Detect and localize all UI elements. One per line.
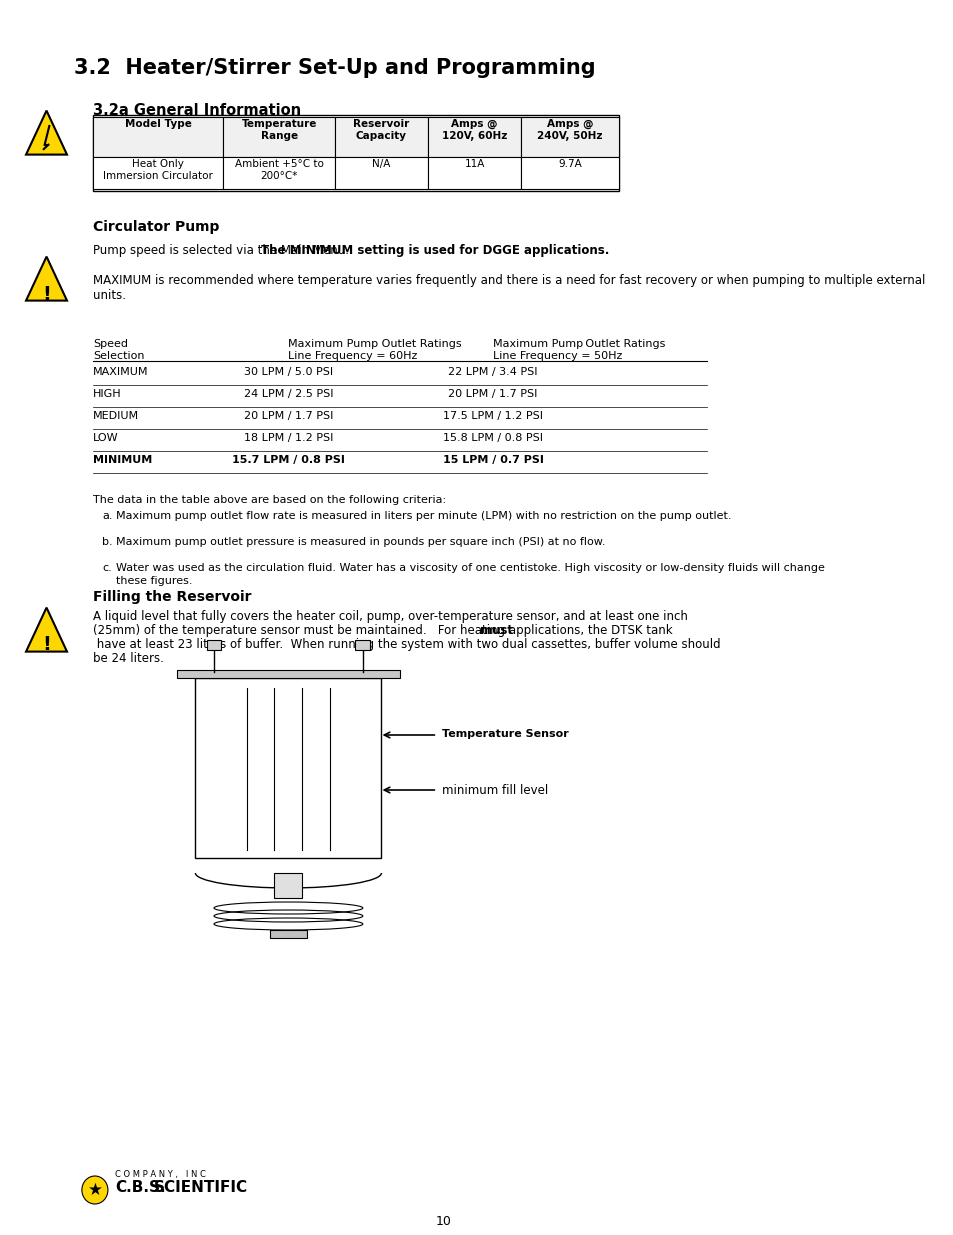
Text: 17.5 LPM / 1.2 PSI: 17.5 LPM / 1.2 PSI	[442, 411, 542, 421]
Text: MAXIMUM: MAXIMUM	[93, 367, 149, 377]
Text: Maximum pump outlet flow rate is measured in liters per minute (LPM) with no res: Maximum pump outlet flow rate is measure…	[116, 511, 731, 521]
Text: Temperature Sensor: Temperature Sensor	[441, 729, 568, 739]
Text: Model Type: Model Type	[125, 119, 192, 128]
Text: Amps @
120V, 60Hz: Amps @ 120V, 60Hz	[441, 119, 507, 141]
Text: Circulator Pump: Circulator Pump	[93, 220, 219, 233]
Text: must: must	[479, 624, 513, 637]
Bar	[520, 157, 618, 189]
Text: 20 LPM / 1.7 PSI: 20 LPM / 1.7 PSI	[448, 389, 537, 399]
Text: Filling the Reservoir: Filling the Reservoir	[93, 590, 252, 604]
Text: Maximum Pump Outlet Ratings: Maximum Pump Outlet Ratings	[288, 338, 461, 350]
Text: 24 LPM / 2.5 PSI: 24 LPM / 2.5 PSI	[243, 389, 333, 399]
Text: 10: 10	[436, 1215, 452, 1228]
Text: Pump speed is selected via the Main Menu.: Pump speed is selected via the Main Menu…	[93, 245, 353, 257]
Text: MINIMUM: MINIMUM	[93, 454, 152, 466]
Text: !: !	[42, 636, 51, 655]
Bar	[93, 157, 223, 189]
Text: 9.7A: 9.7A	[558, 159, 581, 169]
Text: Line Frequency = 50Hz: Line Frequency = 50Hz	[493, 351, 622, 361]
Text: 3.2a General Information: 3.2a General Information	[93, 103, 301, 119]
Text: be 24 liters.: be 24 liters.	[93, 652, 164, 664]
Polygon shape	[26, 111, 67, 154]
Bar	[355, 640, 370, 650]
Text: 3.2  Heater/Stirrer Set-Up and Programming: 3.2 Heater/Stirrer Set-Up and Programmin…	[74, 58, 596, 78]
Text: SCIENTIFIC: SCIENTIFIC	[153, 1181, 248, 1195]
Text: Reservoir
Capacity: Reservoir Capacity	[353, 119, 409, 141]
Polygon shape	[26, 257, 67, 300]
Bar	[428, 117, 520, 157]
Text: A liquid level that fully covers the heater coil, pump, over-temperature sensor,: A liquid level that fully covers the hea…	[93, 610, 687, 622]
Bar	[223, 117, 335, 157]
Text: 15.7 LPM / 0.8 PSI: 15.7 LPM / 0.8 PSI	[232, 454, 344, 466]
Bar	[270, 930, 307, 939]
Text: 11A: 11A	[464, 159, 484, 169]
Text: Maximum pump outlet pressure is measured in pounds per square inch (PSI) at no f: Maximum pump outlet pressure is measured…	[116, 537, 605, 547]
Polygon shape	[26, 608, 67, 652]
Text: (25mm) of the temperature sensor must be maintained.   For heating applications,: (25mm) of the temperature sensor must be…	[93, 624, 676, 637]
Bar	[176, 671, 399, 678]
Text: 15.8 LPM / 0.8 PSI: 15.8 LPM / 0.8 PSI	[442, 433, 542, 443]
Text: The MINIMUM setting is used for DGGE applications.: The MINIMUM setting is used for DGGE app…	[261, 245, 609, 257]
FancyBboxPatch shape	[93, 115, 618, 191]
Text: N/A: N/A	[372, 159, 390, 169]
Text: C.B.S.: C.B.S.	[115, 1181, 166, 1195]
Text: The data in the table above are based on the following criteria:: The data in the table above are based on…	[93, 495, 446, 505]
Text: 18 LPM / 1.2 PSI: 18 LPM / 1.2 PSI	[243, 433, 333, 443]
Text: these figures.: these figures.	[116, 576, 193, 585]
Bar	[93, 117, 223, 157]
Text: C O M P A N Y ,   I N C: C O M P A N Y , I N C	[115, 1171, 206, 1179]
Text: Amps @
240V, 50Hz: Amps @ 240V, 50Hz	[537, 119, 602, 141]
Text: 22 LPM / 3.4 PSI: 22 LPM / 3.4 PSI	[448, 367, 537, 377]
Text: Line Frequency = 60Hz: Line Frequency = 60Hz	[288, 351, 417, 361]
Bar	[274, 873, 302, 898]
Bar	[195, 678, 381, 858]
Text: Water was used as the circulation fluid. Water has a viscosity of one centistoke: Water was used as the circulation fluid.…	[116, 563, 824, 573]
Text: Temperature
Range: Temperature Range	[241, 119, 316, 141]
Text: b.: b.	[102, 537, 112, 547]
Text: !: !	[42, 284, 51, 304]
Text: MEDIUM: MEDIUM	[93, 411, 139, 421]
Text: 20 LPM / 1.7 PSI: 20 LPM / 1.7 PSI	[243, 411, 333, 421]
Text: a.: a.	[102, 511, 112, 521]
Text: Heat Only
Immersion Circulator: Heat Only Immersion Circulator	[103, 159, 213, 180]
Text: Maximum Pump Outlet Ratings: Maximum Pump Outlet Ratings	[493, 338, 665, 350]
Bar	[223, 157, 335, 189]
Bar	[207, 640, 221, 650]
Bar	[335, 117, 428, 157]
Text: 30 LPM / 5.0 PSI: 30 LPM / 5.0 PSI	[244, 367, 333, 377]
Circle shape	[82, 1176, 108, 1204]
Bar	[428, 157, 520, 189]
Text: ★: ★	[88, 1181, 102, 1199]
Bar	[520, 117, 618, 157]
Text: Selection: Selection	[93, 351, 145, 361]
Text: Ambient +5°C to
200°C*: Ambient +5°C to 200°C*	[234, 159, 323, 180]
Text: minimum fill level: minimum fill level	[441, 784, 548, 797]
Text: have at least 23 liters of buffer.  When running the system with two dual casset: have at least 23 liters of buffer. When …	[93, 638, 720, 651]
Text: HIGH: HIGH	[93, 389, 122, 399]
Text: MAXIMUM is recommended where temperature varies frequently and there is a need f: MAXIMUM is recommended where temperature…	[93, 274, 924, 303]
Text: Speed: Speed	[93, 338, 128, 350]
Text: LOW: LOW	[93, 433, 118, 443]
Text: c.: c.	[102, 563, 112, 573]
Bar	[335, 157, 428, 189]
Text: 15 LPM / 0.7 PSI: 15 LPM / 0.7 PSI	[442, 454, 543, 466]
